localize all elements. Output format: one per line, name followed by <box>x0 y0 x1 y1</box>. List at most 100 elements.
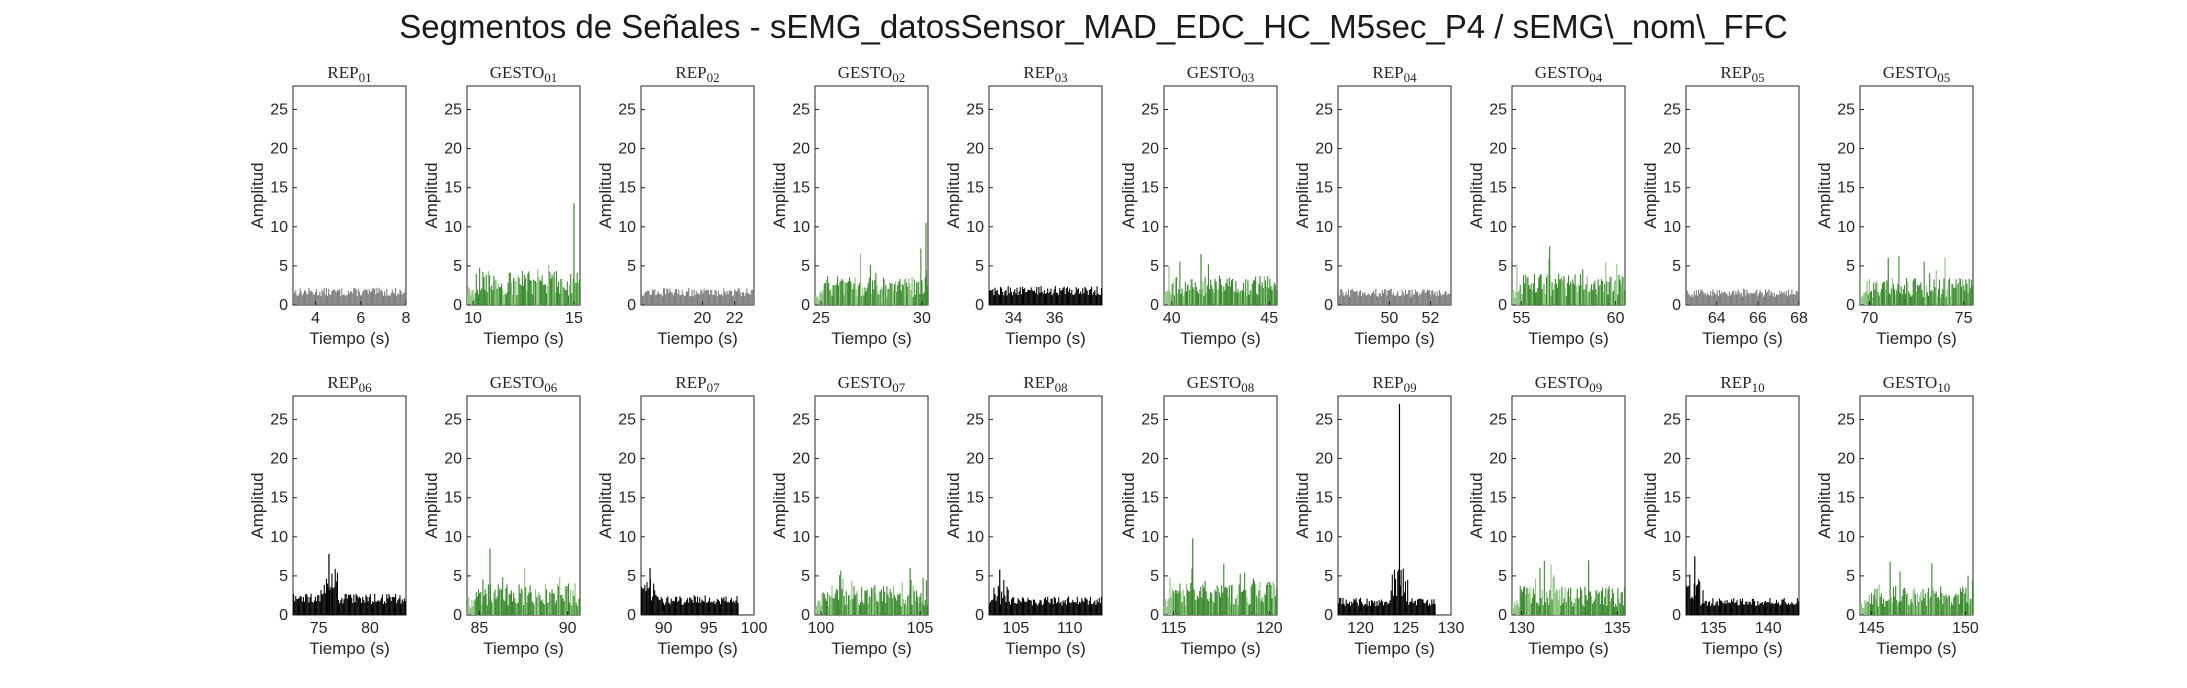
x-tick-label: 130 <box>1508 620 1535 637</box>
y-tick-label: 10 <box>1663 219 1681 236</box>
x-tick-label: 80 <box>361 620 379 637</box>
y-tick-label: 20 <box>966 451 984 468</box>
subplot-gesto-09: 0 5 10 15 20 25 130 135 GESTO09 Tiempo (s) Amplitu… <box>1467 373 1631 658</box>
axes-frame <box>814 85 929 306</box>
x-tick-label: 115 <box>1161 620 1187 637</box>
y-axis-label: Amplitud <box>1119 162 1138 228</box>
axes-frame <box>1859 85 1974 306</box>
y-tick-label: 15 <box>966 180 984 197</box>
subplot-gesto-10: 0 5 10 15 20 25 145 150 GESTO10 Tiempo (s) Amplitu… <box>1815 373 1979 658</box>
y-axis-label: Amplitud <box>1641 162 1660 228</box>
axes-frame <box>292 395 407 616</box>
y-tick-label: 5 <box>1324 258 1333 275</box>
y-tick-label: 0 <box>279 607 288 624</box>
y-tick-label: 20 <box>1315 451 1333 468</box>
x-axis-label: Tiempo (s) <box>483 639 564 658</box>
signal-series <box>1511 560 1626 615</box>
y-axis-label: Amplitud <box>1119 472 1138 538</box>
x-tick-label: 34 <box>1005 310 1023 327</box>
y-tick-label: 5 <box>1498 258 1507 275</box>
axes-frame <box>466 85 581 306</box>
x-tick-label: 140 <box>1755 620 1782 637</box>
axes-frame <box>1859 395 1974 616</box>
y-tick-label: 10 <box>966 219 984 236</box>
x-tick-label: 60 <box>1607 310 1625 327</box>
y-tick-label: 20 <box>444 141 462 158</box>
x-tick-label: 6 <box>356 310 365 327</box>
subplot-title: GESTO06 <box>490 373 558 395</box>
axes-frame <box>292 85 407 306</box>
y-tick-label: 5 <box>279 568 288 585</box>
x-tick-label: 120 <box>1256 620 1283 637</box>
x-axis-label: Tiempo (s) <box>483 329 564 348</box>
y-tick-label: 25 <box>1489 101 1507 118</box>
subplot-rep-03: 0 5 10 15 20 25 34 36 REP03 Tiempo (s) Amplitud <box>944 63 1103 348</box>
x-tick-label: 25 <box>812 310 830 327</box>
axes-frame <box>1163 85 1278 306</box>
y-tick-label: 10 <box>1489 219 1507 236</box>
y-axis-label: Amplitud <box>596 472 615 538</box>
signal-series <box>1685 556 1800 615</box>
y-tick-label: 25 <box>444 411 462 428</box>
x-tick-label: 36 <box>1046 310 1064 327</box>
subplot-title: GESTO09 <box>1535 373 1602 395</box>
subplot-rep-05: 0 5 10 15 20 25 64 66 68 REP05 Tiempo (s) Amplitud <box>1641 63 1808 348</box>
signal-series <box>1337 288 1452 305</box>
subplot-rep-10: 0 5 10 15 20 25 135 140 REP10 Tiempo (s) Amplitud <box>1641 373 1800 658</box>
y-tick-label: 20 <box>1837 451 1855 468</box>
y-tick-label: 0 <box>1324 297 1333 314</box>
x-axis-label: Tiempo (s) <box>1180 639 1261 658</box>
subplot-title: REP01 <box>327 63 371 85</box>
x-tick-label: 85 <box>470 620 488 637</box>
y-tick-label: 20 <box>1141 451 1159 468</box>
y-tick-label: 0 <box>1846 607 1855 624</box>
subplot-title: GESTO05 <box>1883 63 1950 85</box>
subplot-title: REP08 <box>1023 373 1067 395</box>
subplot-title: REP06 <box>327 373 372 395</box>
x-tick-label: 105 <box>1003 620 1030 637</box>
y-tick-label: 20 <box>1489 451 1507 468</box>
y-axis-label: Amplitud <box>248 472 267 538</box>
y-axis-label: Amplitud <box>596 162 615 228</box>
x-axis-label: Tiempo (s) <box>1876 329 1957 348</box>
y-tick-label: 25 <box>966 411 984 428</box>
y-tick-label: 10 <box>444 219 462 236</box>
y-tick-label: 0 <box>1324 607 1333 624</box>
subplot-title: REP07 <box>675 373 720 395</box>
x-axis-label: Tiempo (s) <box>1876 639 1957 658</box>
y-tick-label: 10 <box>1141 529 1159 546</box>
subplot-gesto-07: 0 5 10 15 20 25 100 105 GESTO07 Tiempo (s) Amplitu… <box>770 373 934 658</box>
y-tick-label: 0 <box>1672 297 1681 314</box>
y-tick-label: 5 <box>1846 258 1855 275</box>
y-tick-label: 20 <box>618 141 636 158</box>
x-tick-label: 90 <box>655 620 673 637</box>
x-tick-label: 120 <box>1347 620 1374 637</box>
y-tick-label: 10 <box>618 529 636 546</box>
x-tick-label: 64 <box>1708 310 1726 327</box>
signal-series <box>814 222 929 305</box>
y-tick-label: 5 <box>453 258 462 275</box>
x-tick-label: 8 <box>402 310 411 327</box>
x-tick-label: 100 <box>808 620 835 637</box>
subplot-title: GESTO04 <box>1535 63 1603 85</box>
y-tick-label: 5 <box>975 568 984 585</box>
subplot-gesto-06: 0 5 10 15 20 25 85 90 GESTO06 Tiempo (s) Amplitud <box>422 373 581 658</box>
y-tick-label: 5 <box>453 568 462 585</box>
y-tick-label: 5 <box>975 258 984 275</box>
y-tick-label: 20 <box>966 141 984 158</box>
y-tick-label: 10 <box>1837 219 1855 236</box>
x-tick-label: 150 <box>1952 620 1979 637</box>
y-tick-label: 5 <box>627 568 636 585</box>
y-tick-label: 15 <box>1663 490 1681 507</box>
y-axis-label: Amplitud <box>1293 162 1312 228</box>
y-tick-label: 20 <box>444 451 462 468</box>
signal-series <box>640 287 755 305</box>
y-axis-label: Amplitud <box>422 162 441 228</box>
x-tick-label: 130 <box>1438 620 1465 637</box>
subplot-rep-09: 0 5 10 15 20 25 120 125 130 REP09 Tiempo (s) Amplit… <box>1293 373 1464 658</box>
y-tick-label: 20 <box>1837 141 1855 158</box>
y-tick-label: 15 <box>966 490 984 507</box>
y-tick-label: 10 <box>1663 529 1681 546</box>
subplot-rep-06: 0 5 10 15 20 25 75 80 REP06 Tiempo (s) Amplitud <box>248 373 407 658</box>
y-tick-label: 20 <box>1663 141 1681 158</box>
